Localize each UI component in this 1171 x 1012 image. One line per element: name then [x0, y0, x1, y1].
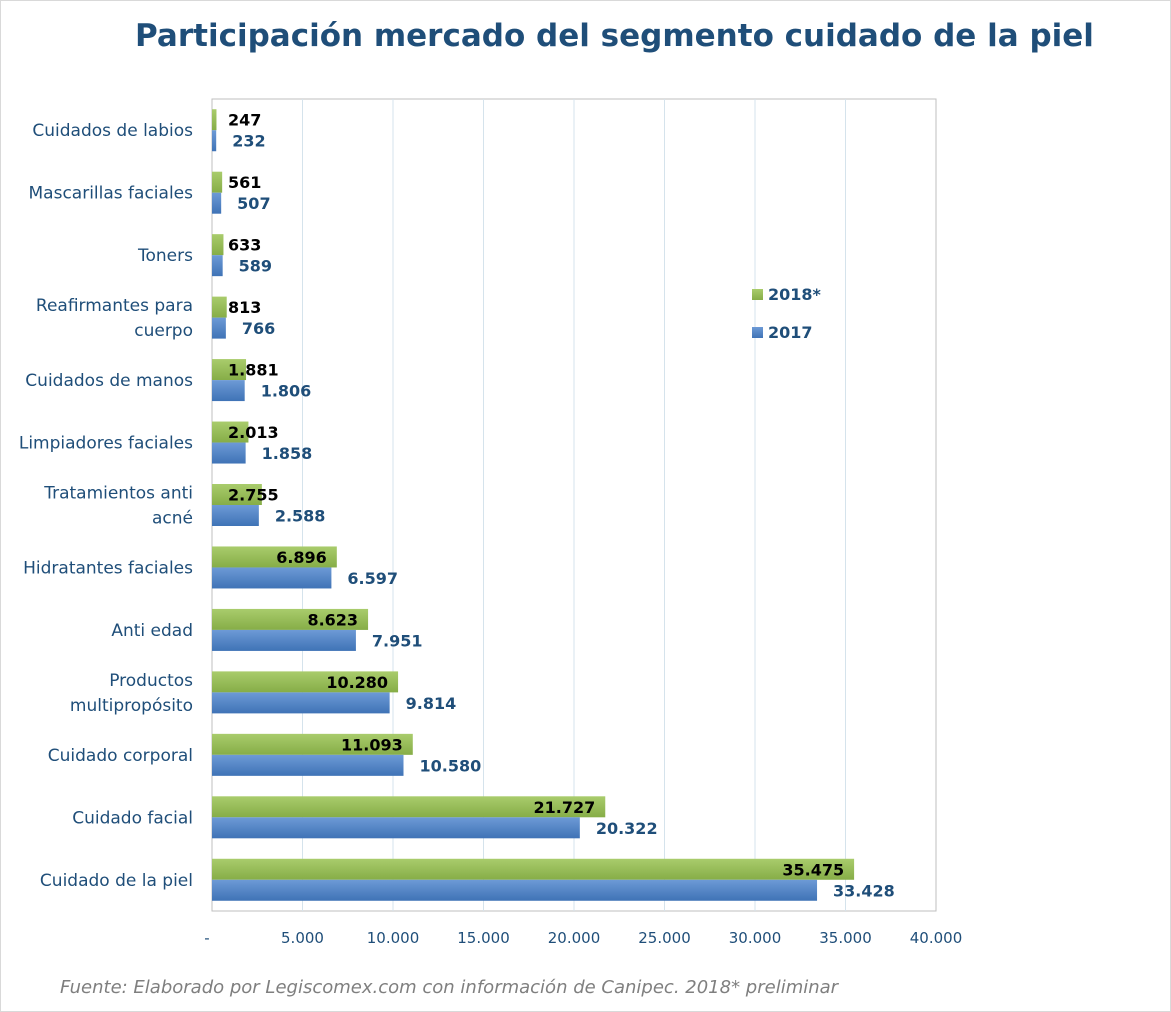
data-label-2018: 633 [228, 236, 261, 255]
data-label-2018: 6.896 [276, 548, 327, 567]
category-label: Cuidado corporal [48, 746, 193, 766]
category-label: Reafirmantes para [36, 296, 193, 316]
bar-2017 [212, 317, 226, 339]
category-label: Cuidados de manos [25, 371, 193, 391]
bar-2017 [212, 130, 217, 152]
data-label-2017: 10.580 [419, 756, 481, 775]
x-tick-label: 10.000 [367, 929, 420, 947]
legend-swatch-2018 [752, 289, 763, 300]
data-label-2017: 7.951 [372, 631, 423, 650]
category-label: Hidratantes faciales [23, 558, 193, 578]
bar-2017 [212, 442, 246, 464]
data-label-2017: 766 [242, 319, 275, 338]
x-tick-label: 15.000 [457, 929, 510, 947]
category-label: Tratamientos anti [43, 484, 193, 504]
data-label-2017: 1.806 [261, 382, 312, 401]
bar-2017 [212, 255, 223, 277]
bar-2017 [212, 380, 245, 402]
source-note: Fuente: Elaborado por Legiscomex.com con… [60, 977, 839, 998]
bar-2017 [212, 817, 580, 839]
data-label-2018: 2.755 [228, 486, 279, 505]
x-tick-label: 30.000 [729, 929, 782, 947]
bar-2018 [212, 484, 262, 505]
bar-2018 [212, 234, 224, 256]
data-label-2017: 232 [232, 132, 265, 151]
x-tick-label: 25.000 [638, 929, 691, 947]
bar-2018 [212, 359, 247, 381]
bar-2017 [212, 754, 404, 776]
data-label-2018: 1.881 [228, 361, 279, 380]
bar-2017 [212, 192, 222, 214]
x-tick-label: - [204, 929, 209, 947]
bar-2018 [212, 733, 413, 755]
data-label-2018: 10.280 [326, 673, 388, 692]
data-label-2018: 2.013 [228, 423, 279, 442]
legend-label-2017: 2017 [768, 323, 813, 342]
bar-2017 [212, 879, 818, 901]
data-label-2017: 20.322 [596, 819, 658, 838]
bar-2018 [212, 546, 337, 568]
data-label-2018: 561 [228, 173, 261, 192]
category-label: Anti edad [111, 621, 193, 641]
bar-2018 [212, 608, 369, 630]
bar-2017 [212, 692, 390, 714]
x-tick-label: 40.000 [910, 929, 963, 947]
data-label-2017: 507 [237, 194, 270, 213]
data-label-2017: 9.814 [406, 694, 457, 713]
data-label-2017: 2.588 [275, 507, 326, 526]
category-label: multipropósito [70, 696, 193, 716]
data-label-2017: 589 [239, 257, 272, 276]
bar-2017 [212, 505, 259, 526]
category-label: Cuidado facial [72, 808, 193, 828]
category-label: Mascarillas faciales [29, 184, 194, 204]
legend-swatch-2017 [752, 327, 763, 338]
legend-label-2018: 2018* [768, 285, 822, 304]
data-label-2018: 11.093 [341, 735, 403, 754]
data-label-2018: 813 [228, 298, 261, 317]
category-label: Limpiadores faciales [19, 434, 193, 454]
category-label: Toners [137, 246, 193, 266]
category-label: Cuidado de la piel [40, 871, 193, 891]
data-label-2017: 6.597 [347, 569, 398, 588]
data-label-2017: 1.858 [262, 444, 313, 463]
data-label-2018: 8.623 [307, 610, 358, 629]
bar-2018 [212, 171, 223, 193]
category-label: Productos [109, 671, 193, 691]
bar-2018 [212, 109, 217, 131]
x-tick-label: 5.000 [281, 929, 324, 947]
data-label-2018: 21.727 [534, 798, 596, 817]
category-label: cuerpo [134, 321, 193, 341]
bar-2018 [212, 796, 606, 818]
bar-2017 [212, 629, 356, 651]
category-label: acné [152, 509, 193, 529]
x-tick-label: 35.000 [819, 929, 872, 947]
chart-title: Participación mercado del segmento cuida… [135, 18, 1094, 54]
bar-2018 [212, 421, 249, 443]
bar-2018 [212, 671, 399, 693]
bar-2018 [212, 296, 227, 318]
category-label: Cuidados de labios [32, 121, 193, 141]
x-tick-label: 20.000 [548, 929, 601, 947]
bar-2017 [212, 567, 332, 589]
data-label-2018: 35.475 [782, 860, 844, 879]
bar-2018 [212, 858, 855, 880]
data-label-2018: 247 [228, 111, 261, 130]
data-label-2017: 33.428 [833, 881, 895, 900]
